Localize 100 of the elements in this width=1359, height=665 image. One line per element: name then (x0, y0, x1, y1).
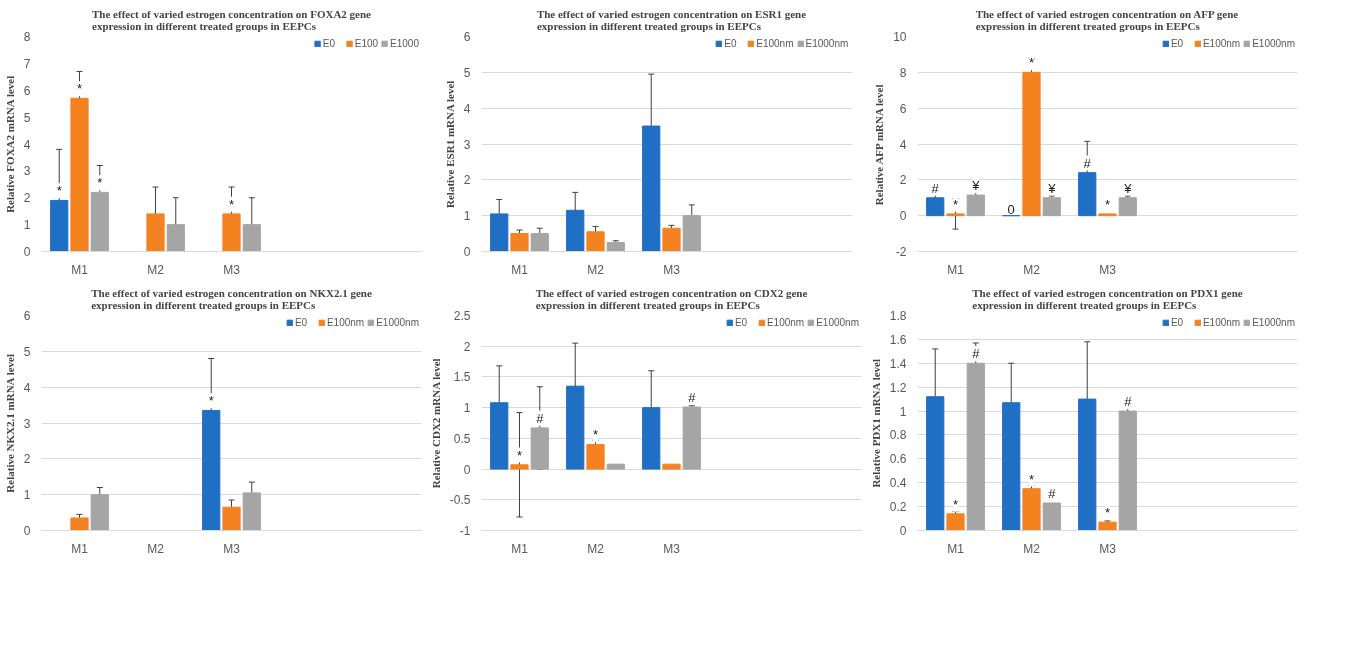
data-label: # (972, 346, 981, 362)
legend-label: E0 (294, 317, 309, 328)
chart-title: The effect of varied estrogen concentration on AFP gene expression in different treated groups in EEPCs (975, 7, 1239, 32)
data-label: * (592, 427, 599, 443)
legend-label: E1000 (390, 38, 419, 49)
data-label: # (536, 410, 545, 426)
y-tick-label: 1 (463, 401, 471, 416)
x-tick-label: M2 (147, 541, 165, 556)
y-tick-label: 1.5 (453, 370, 471, 385)
chart-title: The effect of varied estrogen concentration on ESR1 gene expression in different treated groups in EEPCs (536, 7, 807, 32)
legend-label: E1000nm (376, 317, 419, 328)
chart-title: The effect of varied estrogen concentration on NKX2.1 gene expression in different treated groups in EEPCs (91, 286, 372, 311)
y-tick-label: 0.2 (889, 500, 907, 515)
data-label: ¥ (1047, 180, 1057, 196)
y-tick-label: 0 (463, 462, 471, 477)
data-label: * (1104, 504, 1111, 520)
x-tick-label: M3 (663, 541, 681, 556)
y-tick-label: 7 (23, 56, 31, 71)
y-tick-label: 5 (23, 344, 31, 359)
x-tick-label: M2 (587, 262, 605, 277)
y-tick-label: 3 (23, 164, 31, 179)
x-tick-label: M2 (587, 541, 605, 556)
y-axis-title: Relative FOXA2 mRNA level (3, 75, 16, 213)
y-axis-title: Relative AFP mRNA level (873, 84, 886, 206)
data-label: * (516, 447, 523, 463)
data-label: * (208, 393, 214, 409)
y-tick-label: 4 (463, 101, 471, 116)
x-tick-label: M2 (1023, 262, 1041, 277)
x-tick-label: M1 (511, 541, 529, 556)
legend-label: E100nm (756, 38, 794, 49)
y-tick-label: 2 (23, 191, 31, 206)
y-axis-title: Relative NKX2.1 mRNA level (3, 353, 16, 493)
y-tick-label: -2 (895, 245, 907, 259)
y-tick-label: 0.6 (889, 452, 907, 467)
y-tick-label: 6 (463, 30, 471, 44)
legend-label: E0 (1170, 317, 1185, 328)
data-label: * (1028, 471, 1035, 487)
legend-label: E1000nm (816, 317, 859, 328)
chart-title: The effect of varied estrogen concentration on PDX1 gene expression in different treated groups in EEPCs (972, 286, 1243, 311)
legend-label: E0 (322, 38, 336, 49)
legend-label: E0 (734, 317, 749, 328)
y-tick-label: 2.5 (453, 309, 471, 323)
y-tick-label: 2 (463, 173, 471, 188)
x-tick-label: M2 (1023, 541, 1041, 556)
data-label: # (1124, 393, 1133, 409)
legend-label: E100nm (326, 317, 365, 328)
y-tick-label: 1 (23, 488, 31, 503)
y-tick-label: 0 (899, 524, 907, 538)
data-label: ¥ (971, 177, 981, 193)
x-tick-label: M3 (663, 262, 681, 277)
y-tick-label: 10 (893, 30, 907, 44)
y-tick-label: 1.4 (889, 356, 907, 371)
legend-label: E100 (354, 38, 379, 49)
y-tick-label: 6 (899, 101, 907, 116)
legend-label: E100nm (1202, 317, 1241, 328)
data-label: * (56, 183, 62, 199)
y-tick-label: 1.6 (889, 332, 907, 347)
y-tick-label: 5 (23, 110, 31, 125)
y-tick-label: 0 (23, 245, 31, 259)
y-tick-label: 0.4 (889, 476, 907, 491)
y-tick-label: 6 (23, 309, 31, 323)
data-label: * (228, 196, 235, 212)
y-tick-label: 2 (899, 173, 907, 188)
chart-title: The effect of varied estrogen concentration on FOXA2 gene expression in different treated groups in EEPCs (91, 7, 372, 32)
legend-label: E100nm (766, 317, 805, 328)
data-label: 0 (1007, 201, 1015, 217)
y-tick-label: 0 (899, 209, 907, 224)
data-label: # (1083, 155, 1092, 171)
y-tick-label: 8 (899, 65, 907, 80)
data-label: * (97, 175, 103, 191)
y-tick-label: 4 (23, 380, 31, 395)
y-tick-label: 6 (23, 83, 31, 98)
data-label: ¥ (1123, 180, 1133, 196)
y-tick-label: -0.5 (449, 493, 471, 508)
y-tick-label: 8 (23, 30, 31, 44)
legend-label: E1000nm (1252, 38, 1295, 49)
data-label: # (688, 389, 697, 405)
legend-label: E1000nm (1252, 317, 1295, 328)
y-axis-title: Relative ESR1 mRNA level (443, 80, 456, 208)
legend-label: E0 (724, 38, 738, 49)
x-tick-label: M3 (223, 262, 241, 277)
legend-label: E1000nm (805, 38, 849, 49)
x-tick-label: M3 (1099, 262, 1117, 277)
y-tick-label: 4 (899, 137, 907, 152)
data-label: * (952, 196, 959, 212)
y-tick-label: 0 (23, 524, 31, 538)
x-tick-label: M2 (147, 262, 165, 277)
data-label: * (952, 496, 959, 512)
y-tick-label: 2 (23, 452, 31, 467)
x-tick-label: M1 (947, 541, 965, 556)
y-tick-label: 1.8 (889, 309, 907, 323)
x-tick-label: M1 (511, 262, 529, 277)
legend-label: E0 (1170, 38, 1185, 49)
legend-label: E100nm (1202, 38, 1241, 49)
x-tick-label: M3 (223, 541, 241, 556)
data-label: # (1048, 485, 1057, 501)
data-label: * (1028, 55, 1035, 71)
y-tick-label: 1 (23, 218, 31, 233)
x-tick-label: M1 (71, 262, 89, 277)
x-tick-label: M1 (947, 262, 965, 277)
